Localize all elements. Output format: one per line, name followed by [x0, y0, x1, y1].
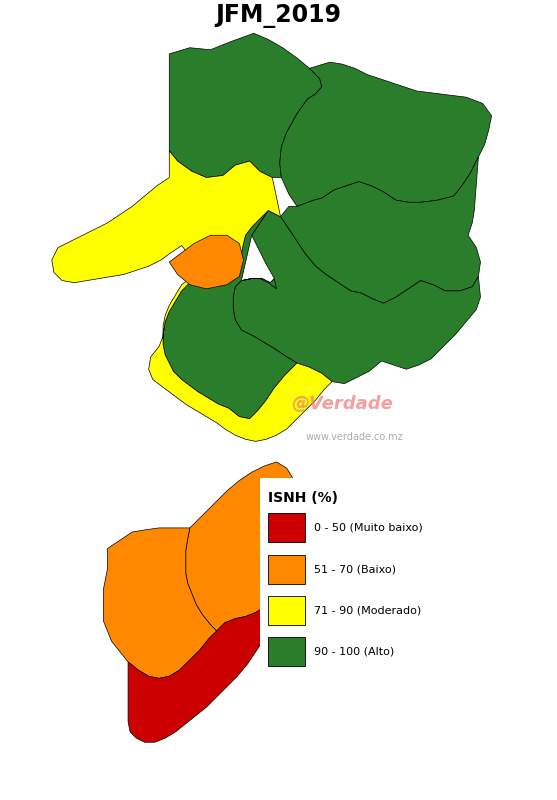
Bar	[268, 514, 305, 542]
Polygon shape	[163, 210, 297, 418]
Polygon shape	[185, 462, 297, 631]
Text: 90 - 100 (Alto): 90 - 100 (Alto)	[314, 646, 394, 657]
Text: 51 - 70 (Baixo): 51 - 70 (Baixo)	[314, 564, 395, 574]
Bar	[268, 596, 305, 625]
Bar	[268, 637, 305, 666]
Polygon shape	[52, 150, 281, 282]
Bar	[260, 478, 507, 705]
Polygon shape	[128, 598, 276, 742]
Text: www.verdade.co.mz: www.verdade.co.mz	[306, 432, 404, 442]
Text: 71 - 90 (Moderado): 71 - 90 (Moderado)	[314, 606, 421, 615]
Title: JFM_2019: JFM_2019	[216, 4, 341, 28]
Polygon shape	[233, 210, 481, 384]
Polygon shape	[169, 34, 322, 178]
Polygon shape	[280, 62, 492, 206]
Text: ISNH (%): ISNH (%)	[268, 491, 338, 505]
Text: 0 - 50 (Muito baixo): 0 - 50 (Muito baixo)	[314, 523, 422, 533]
Bar	[268, 554, 305, 583]
Polygon shape	[169, 235, 243, 289]
Text: @Verdade: @Verdade	[291, 395, 393, 414]
Polygon shape	[103, 528, 217, 678]
Polygon shape	[149, 274, 332, 442]
Polygon shape	[281, 157, 481, 303]
